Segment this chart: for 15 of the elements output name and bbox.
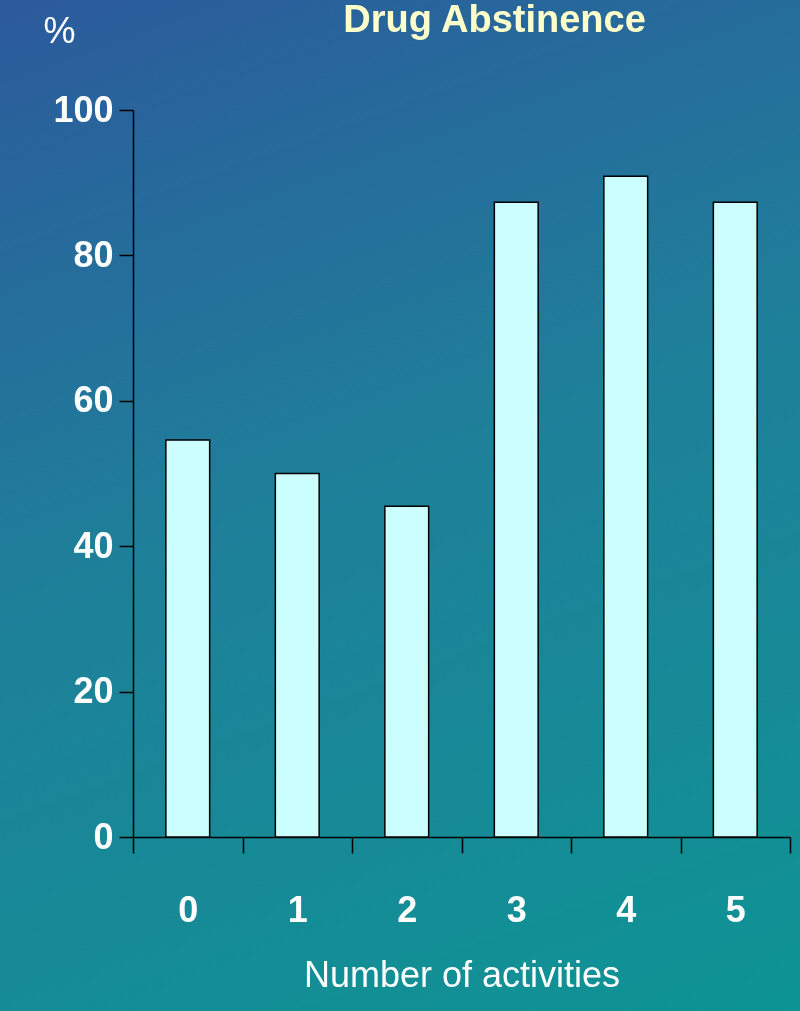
x-tick-label: 3 [506,888,527,930]
x-tick-label: 2 [397,888,418,930]
x-tick-label: 0 [178,888,199,930]
y-tick-label: 60 [73,379,114,421]
y-tick-label: 100 [53,88,114,130]
x-tick-label: 5 [725,888,746,930]
x-tick-label: 1 [287,888,308,930]
y-tick-label: 20 [73,670,114,712]
y-tick-label: 80 [73,233,114,275]
y-axis-title: % [43,9,76,51]
y-tick-label: 40 [73,524,114,566]
chart-title: Drug Abstinence [343,0,646,40]
y-tick-label: 0 [93,815,114,857]
x-axis-title: Number of activities [303,953,621,995]
x-tick-label: 4 [616,888,637,930]
